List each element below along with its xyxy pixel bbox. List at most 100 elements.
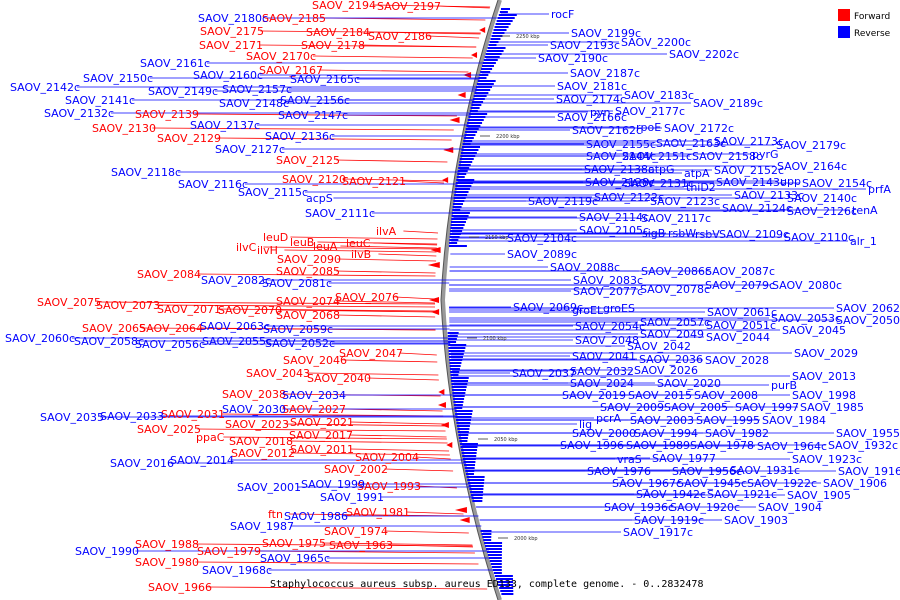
gene-label-saov-1922c[interactable]: SAOV_1922c	[747, 477, 817, 490]
gene-label-saov-2128c[interactable]: SAOV_2128c	[585, 176, 655, 189]
gene-label-saov-2076[interactable]: SAOV_2076	[335, 291, 399, 304]
gene-label-saov-2143c[interactable]: SAOV_2143c	[716, 176, 786, 189]
gene-label-saov-2000[interactable]: SAOV_2000	[572, 427, 636, 440]
gene-label-saov-2011[interactable]: SAOV_2011	[290, 443, 354, 456]
gene-label-saov-2001[interactable]: SAOV_2001	[237, 481, 301, 494]
gene-label-vras[interactable]: vraS	[617, 453, 642, 466]
gene-label-saov-1995[interactable]: SAOV_1995	[696, 414, 760, 427]
gene-label-saov-2019[interactable]: SAOV_2019	[562, 389, 626, 402]
gene-label-saov-2078c[interactable]: SAOV_2078c	[640, 283, 710, 296]
gene-label-saov-2132c[interactable]: SAOV_2132c	[44, 107, 114, 120]
gene-label-saov-1942c[interactable]: SAOV_1942c	[636, 488, 706, 501]
gene-label-saov-2020[interactable]: SAOV_2020	[657, 377, 721, 390]
gene-label-saov-2080c[interactable]: SAOV_2080c	[772, 279, 842, 292]
gene-label-saov-2027[interactable]: SAOV_2027	[282, 403, 346, 416]
gene-label-saov-2015[interactable]: SAOV_2015	[628, 389, 692, 402]
gene-label-saov-1967c[interactable]: SAOV_1967c	[612, 477, 682, 490]
gene-label-saov-2005[interactable]: SAOV_2005	[664, 401, 728, 414]
gene-label-saov-1905[interactable]: SAOV_1905	[787, 489, 851, 502]
gene-label-saov-1981[interactable]: SAOV_1981	[346, 506, 410, 519]
gene-label-saov-2190c[interactable]: SAOV_2190c	[538, 52, 608, 65]
gene-label-saov-2181c[interactable]: SAOV_2181c	[557, 80, 627, 93]
gene-label-saov-2125[interactable]: SAOV_2125	[276, 154, 340, 167]
gene-label-saov-2114c[interactable]: SAOV_2114c	[579, 211, 649, 224]
gene-label-saov-2166c[interactable]: SAOV_2166c	[557, 111, 627, 124]
gene-label-saov-2105c[interactable]: SAOV_2105c	[579, 224, 649, 237]
gene-label-saov-2126c[interactable]: SAOV_2126c	[787, 205, 857, 218]
gene-label-saov-1986[interactable]: SAOV_1986	[284, 510, 348, 523]
gene-label-saov-2183c[interactable]: SAOV_2183c	[624, 89, 694, 102]
gene-label-saov-1993[interactable]: SAOV_1993	[357, 480, 421, 493]
gene-label-saov-2184[interactable]: SAOV_2184	[306, 26, 370, 39]
gene-label-prfa[interactable]: prfA	[868, 183, 891, 196]
gene-label-saov-2122c[interactable]: SAOV_2122c	[594, 191, 664, 204]
gene-label-saov-1994[interactable]: SAOV_1994	[634, 427, 698, 440]
gene-label-saov-2029[interactable]: SAOV_2029	[794, 347, 858, 360]
gene-label-thid2[interactable]: thiD2	[686, 181, 716, 194]
gene-label-saov-1999[interactable]: SAOV_1999	[301, 478, 365, 491]
gene-label-saov-1917c[interactable]: SAOV_1917c	[623, 526, 693, 539]
gene-label-saov-2180c[interactable]: SAOV_2180c	[198, 12, 268, 25]
gene-label-saov-2158c[interactable]: SAOV_2158c	[692, 150, 762, 163]
gene-label-saov-2149c[interactable]: SAOV_2149c	[148, 85, 218, 98]
gene-label-saov-2148c[interactable]: SAOV_2148c	[219, 97, 289, 110]
gene-label-saov-2174c[interactable]: SAOV_2174c	[556, 93, 626, 106]
gene-label-leuc[interactable]: leuC	[346, 237, 371, 250]
gene-label-saov-1919c[interactable]: SAOV_1919c	[634, 514, 704, 527]
gene-label-saov-2187c[interactable]: SAOV_2187c	[570, 67, 640, 80]
gene-label-saov-2060c[interactable]: SAOV_2060c	[5, 332, 75, 345]
gene-label-saov-2185[interactable]: SAOV_2185	[262, 12, 326, 25]
gene-label-saov-1955c[interactable]: SAOV_1955c	[836, 427, 900, 440]
gene-label-rocf[interactable]: rocF	[551, 8, 574, 21]
gene-label-saov-2059c[interactable]: SAOV_2059c	[263, 323, 333, 336]
gene-label-saov-2133c[interactable]: SAOV_2133c	[734, 189, 804, 202]
gene-label-saov-2141c[interactable]: SAOV_2141c	[65, 94, 135, 107]
gene-label-purb[interactable]: purB	[771, 379, 797, 392]
gene-label-saov-2017[interactable]: SAOV_2017	[289, 429, 353, 442]
gene-label-saov-2074[interactable]: SAOV_2074	[276, 295, 340, 308]
gene-label-saov-2023[interactable]: SAOV_2023	[225, 418, 289, 431]
gene-label-saov-2079c[interactable]: SAOV_2079c	[705, 279, 775, 292]
gene-label-sigb[interactable]: sigB	[642, 227, 665, 240]
gene-label-saov-2085[interactable]: SAOV_2085	[276, 265, 340, 278]
gene-label-saov-1923c[interactable]: SAOV_1923c	[792, 453, 862, 466]
gene-label-saov-2026[interactable]: SAOV_2026	[634, 364, 698, 377]
gene-label-saov-2016[interactable]: SAOV_2016	[110, 457, 174, 470]
gene-label-saov-2048[interactable]: SAOV_2048	[575, 334, 639, 347]
gene-label-saov-1990[interactable]: SAOV_1990	[75, 545, 139, 558]
gene-label-saov-2144c[interactable]: SAOV_2144c	[586, 150, 656, 163]
gene-label-saov-1904[interactable]: SAOV_1904	[758, 501, 822, 514]
gene-label-saov-1965c[interactable]: SAOV_1965c	[260, 552, 330, 565]
gene-label-saov-2150c[interactable]: SAOV_2150c	[83, 72, 153, 85]
gene-label-saov-1980[interactable]: SAOV_1980	[135, 556, 199, 569]
gene-label-ftn[interactable]: ftn	[268, 508, 283, 521]
gene-label-saov-2175[interactable]: SAOV_2175	[200, 25, 264, 38]
gene-label-saov-2171[interactable]: SAOV_2171	[199, 39, 263, 52]
gene-label-saov-2024[interactable]: SAOV_2024	[570, 377, 634, 390]
gene-label-saov-2049[interactable]: SAOV_2049	[640, 328, 704, 341]
gene-label-saov-1921c[interactable]: SAOV_1921c	[707, 488, 777, 501]
gene-label-saov-2162c[interactable]: SAOV_2162c	[572, 124, 642, 137]
gene-label-saov-2186[interactable]: SAOV_2186	[368, 30, 432, 43]
gene-label-atpa[interactable]: atpA	[684, 167, 710, 180]
gene-label-saov-2055c[interactable]: SAOV_2055c	[202, 335, 272, 348]
gene-label-saov-2139[interactable]: SAOV_2139	[135, 108, 199, 121]
gene-label-saov-2047[interactable]: SAOV_2047	[339, 347, 403, 360]
gene-label-saov-2018[interactable]: SAOV_2018	[229, 435, 293, 448]
gene-label-saov-1932c[interactable]: SAOV_1932c	[828, 439, 898, 452]
gene-label-saov-1964c[interactable]: SAOV_1964c	[757, 440, 827, 453]
gene-label-saov-2119c[interactable]: SAOV_2119c	[528, 195, 598, 208]
gene-label-saov-2089c[interactable]: SAOV_2089c	[507, 248, 577, 261]
gene-label-saov-2062c[interactable]: SAOV_2062c	[836, 302, 900, 315]
gene-label-saov-2002[interactable]: SAOV_2002	[324, 463, 388, 476]
gene-label-saov-2130[interactable]: SAOV_2130	[92, 122, 156, 135]
gene-label-saov-1903[interactable]: SAOV_1903	[724, 514, 788, 527]
gene-label-saov-1906[interactable]: SAOV_1906	[823, 477, 887, 490]
gene-label-pyrg[interactable]: pyrG	[752, 148, 779, 161]
gene-label-saov-1963[interactable]: SAOV_1963	[329, 539, 393, 552]
gene-label-saov-2012[interactable]: SAOV_2012	[231, 447, 295, 460]
gene-label-saov-2008[interactable]: SAOV_2008	[694, 389, 758, 402]
gene-label-saov-2081c[interactable]: SAOV_2081c	[262, 277, 332, 290]
gene-label-saov-2121[interactable]: SAOV_2121	[342, 175, 406, 188]
gene-label-saov-2013[interactable]: SAOV_2013	[792, 370, 856, 383]
